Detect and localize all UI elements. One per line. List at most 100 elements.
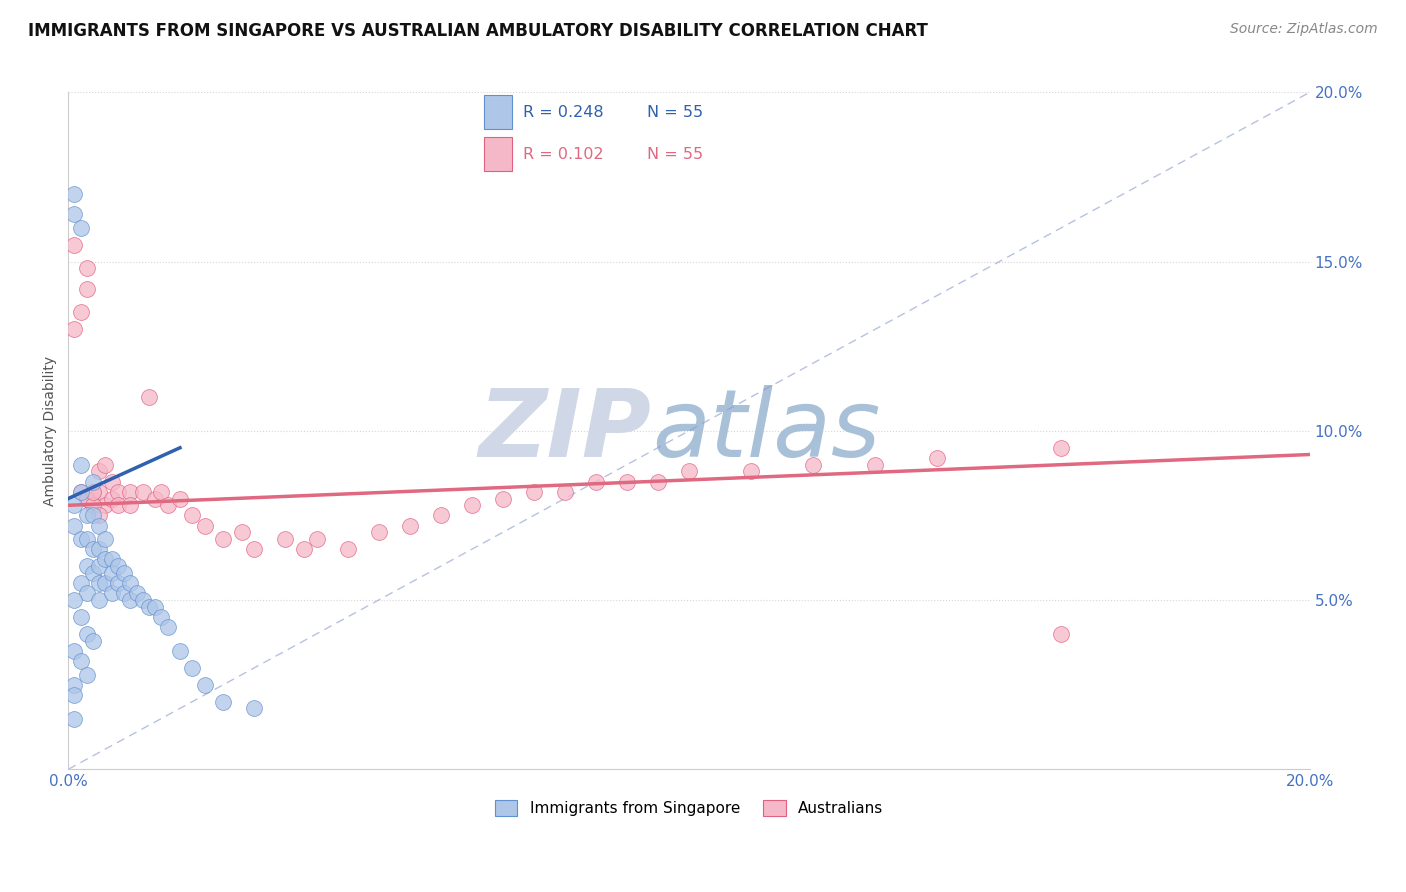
Point <box>243 701 266 715</box>
Point <box>125 586 148 600</box>
Point <box>94 576 117 591</box>
Text: R = 0.248: R = 0.248 <box>523 105 603 120</box>
Point <box>89 542 111 557</box>
Point <box>212 695 235 709</box>
Text: IMMIGRANTS FROM SINGAPORE VS AUSTRALIAN AMBULATORY DISABILITY CORRELATION CHART: IMMIGRANTS FROM SINGAPORE VS AUSTRALIAN … <box>28 22 928 40</box>
Point <box>107 576 129 591</box>
Point <box>89 559 111 574</box>
Point <box>76 491 98 506</box>
Point <box>82 566 104 580</box>
Point <box>100 552 122 566</box>
Point <box>63 644 86 658</box>
Point <box>336 542 359 557</box>
Point <box>740 465 762 479</box>
Point <box>76 282 98 296</box>
Point <box>69 484 91 499</box>
Point <box>89 508 111 523</box>
Point <box>69 484 91 499</box>
Point <box>89 465 111 479</box>
Point <box>132 484 155 499</box>
Point <box>292 542 315 557</box>
Point <box>82 542 104 557</box>
Point <box>69 532 91 546</box>
Point <box>82 508 104 523</box>
Point <box>76 532 98 546</box>
Point <box>69 458 91 472</box>
Point <box>69 305 91 319</box>
Point <box>76 261 98 276</box>
Point <box>63 322 86 336</box>
Point <box>647 475 669 489</box>
Point <box>1050 627 1073 641</box>
Point <box>194 678 217 692</box>
Point <box>82 498 104 512</box>
Text: N = 55: N = 55 <box>647 147 703 161</box>
Point <box>231 525 253 540</box>
Point <box>76 627 98 641</box>
Point <box>112 586 135 600</box>
Point <box>94 498 117 512</box>
Text: ZIP: ZIP <box>479 384 652 477</box>
Point <box>120 576 142 591</box>
Point <box>94 552 117 566</box>
Point <box>63 678 86 692</box>
Point <box>94 532 117 546</box>
Point <box>112 566 135 580</box>
Point <box>100 491 122 506</box>
Point <box>143 599 166 614</box>
Point <box>107 484 129 499</box>
Point <box>63 237 86 252</box>
Point <box>169 644 191 658</box>
Point <box>801 458 824 472</box>
Point <box>89 518 111 533</box>
Point <box>63 712 86 726</box>
Point <box>169 491 191 506</box>
Point <box>89 576 111 591</box>
Point <box>76 559 98 574</box>
Point <box>120 498 142 512</box>
Point <box>76 586 98 600</box>
Point <box>492 491 515 506</box>
Point <box>243 542 266 557</box>
Point <box>76 491 98 506</box>
Point <box>156 620 179 634</box>
Text: N = 55: N = 55 <box>647 105 703 120</box>
Point <box>1050 441 1073 455</box>
Bar <box>484 137 512 171</box>
Point <box>63 593 86 607</box>
Point <box>82 484 104 499</box>
Text: atlas: atlas <box>652 385 880 476</box>
Point <box>100 475 122 489</box>
Point <box>156 498 179 512</box>
Point <box>100 566 122 580</box>
Point <box>63 688 86 702</box>
Point <box>82 498 104 512</box>
Point <box>181 661 204 675</box>
Point <box>143 491 166 506</box>
Point <box>69 654 91 668</box>
Point <box>63 518 86 533</box>
Point <box>305 532 328 546</box>
Point <box>82 633 104 648</box>
Point <box>69 610 91 624</box>
Point <box>927 450 949 465</box>
Point <box>69 220 91 235</box>
Point <box>63 207 86 221</box>
Point <box>150 610 173 624</box>
Point <box>107 498 129 512</box>
Point <box>107 559 129 574</box>
Y-axis label: Ambulatory Disability: Ambulatory Disability <box>44 356 58 506</box>
Point <box>132 593 155 607</box>
Point <box>181 508 204 523</box>
Point <box>138 390 160 404</box>
Point <box>89 484 111 499</box>
Point <box>523 484 546 499</box>
Point <box>585 475 607 489</box>
Point <box>678 465 700 479</box>
Point <box>460 498 482 512</box>
Point <box>367 525 389 540</box>
Point <box>212 532 235 546</box>
Point <box>63 498 86 512</box>
Bar <box>484 95 512 129</box>
Point <box>82 475 104 489</box>
